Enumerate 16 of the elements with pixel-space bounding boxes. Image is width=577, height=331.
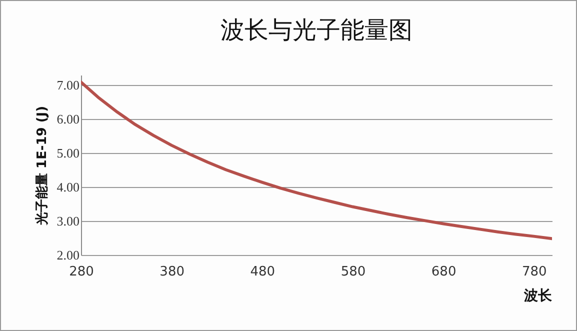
y-tick-label: 5.00 <box>56 146 80 161</box>
line-series <box>81 80 552 240</box>
y-tick-label: 2.00 <box>56 248 80 262</box>
x-tick-label: 780 <box>522 264 547 280</box>
y-tick-label: 3.00 <box>56 214 80 229</box>
y-axis-title: 光子能量 1E-19 (J) <box>34 106 50 226</box>
y-tick-label: 6.00 <box>56 112 80 127</box>
x-tick-label: 680 <box>431 264 456 280</box>
x-axis-title: 波长 <box>523 288 553 304</box>
x-tick-label: 480 <box>250 264 276 280</box>
chart-title: 波长与光子能量图 <box>220 16 412 44</box>
y-tick-label: 7.00 <box>56 78 80 93</box>
x-tick-label: 580 <box>340 264 366 280</box>
y-tick-label: 4.00 <box>56 180 80 195</box>
x-tick-label: 380 <box>160 264 184 280</box>
x-tick-label: 280 <box>69 264 94 280</box>
